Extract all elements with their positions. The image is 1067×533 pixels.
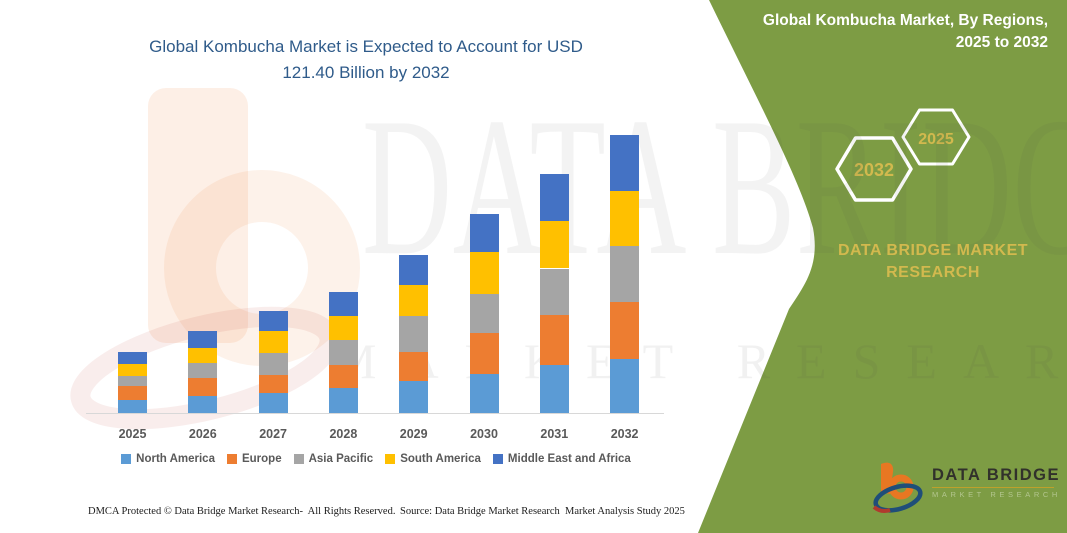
bar-2025-middle-east-and-africa xyxy=(118,352,147,364)
bar-2031-europe xyxy=(539,315,569,365)
bar-2027-asia-pacific xyxy=(258,353,288,375)
legend-swatch-icon xyxy=(226,454,237,464)
panel-brand-line1: DATA BRIDGE MARKET xyxy=(837,242,1029,259)
panel-brand-line2: RESEARCH xyxy=(886,264,980,281)
panel-heading-line1: Global Kombucha Market, By Regions, xyxy=(762,12,1048,29)
bar-2030-middle-east-and-africa xyxy=(469,214,499,252)
x-axis-label-2025: 2025 xyxy=(118,427,147,441)
bar-2026-asia-pacific xyxy=(188,362,218,378)
legend-swatch-icon xyxy=(293,454,304,464)
bar-2028-asia-pacific xyxy=(328,339,358,365)
bar-2025-north-america xyxy=(118,399,147,413)
panel-heading-line2: 2025 to 2032 xyxy=(955,34,1048,51)
logo-subtitle-text: MARKET RESEARCH xyxy=(932,490,1061,499)
x-axis-label-2031: 2031 xyxy=(540,427,569,441)
bar-2031-middle-east-and-africa xyxy=(539,174,569,222)
dmca-footer-text: DMCA Protected © Data Bridge Market Rese… xyxy=(88,506,396,517)
bar-2029-europe xyxy=(399,351,429,381)
bar-2028-south-america xyxy=(328,316,358,340)
chart-title-line1: Global Kombucha Market is Expected to Ac… xyxy=(149,37,583,56)
legend-swatch-icon xyxy=(385,454,396,464)
bar-2029-north-america xyxy=(399,380,429,413)
source-footer-text: Source: Data Bridge Market Research Mark… xyxy=(400,506,685,517)
bar-2029-asia-pacific xyxy=(399,316,429,352)
bar-2030-asia-pacific xyxy=(469,293,499,333)
bar-2030-north-america xyxy=(469,373,499,413)
x-axis-line xyxy=(86,413,664,414)
bar-2027-south-america xyxy=(258,331,288,353)
bar-2026-middle-east-and-africa xyxy=(188,331,218,349)
bar-2032-north-america xyxy=(610,358,640,413)
legend-item-middle-east-and-africa: Middle East and Africa xyxy=(492,453,631,465)
legend-label: South America xyxy=(400,453,481,465)
legend-item-south-america: South America xyxy=(385,453,481,465)
x-axis-label-2027: 2027 xyxy=(259,427,287,441)
legend-swatch-icon xyxy=(492,454,503,464)
x-axis-label-2032: 2032 xyxy=(610,427,639,441)
bar-2027-middle-east-and-africa xyxy=(258,311,288,332)
legend-item-asia-pacific: Asia Pacific xyxy=(293,453,374,465)
bar-2032-south-america xyxy=(610,191,640,247)
bar-2025-europe xyxy=(118,386,147,400)
green-panel-shape xyxy=(698,0,1067,533)
hexagon-year-2025: 2025 xyxy=(918,131,954,148)
hexagon-outline-2032-icon xyxy=(835,136,913,202)
logo-name-text: DATA BRIDGE xyxy=(932,466,1061,484)
logo-underline xyxy=(932,487,1054,488)
x-axis-label-2026: 2026 xyxy=(188,427,217,441)
bar-2026-europe xyxy=(188,377,218,397)
panel-heading: Global Kombucha Market, By Regions, 2025… xyxy=(718,10,1048,54)
bar-2030-south-america xyxy=(469,252,499,294)
x-axis-label-2029: 2029 xyxy=(399,427,428,441)
bar-2031-asia-pacific xyxy=(539,268,569,316)
bar-2031-south-america xyxy=(539,221,569,269)
legend-item-europe: Europe xyxy=(226,453,282,465)
bar-2028-north-america xyxy=(328,388,358,413)
bar-2025-asia-pacific xyxy=(118,376,147,387)
chart-title-line2: 121.40 Billion by 2032 xyxy=(282,63,450,82)
bar-2028-europe xyxy=(328,364,358,389)
bar-2032-asia-pacific xyxy=(610,246,640,302)
data-bridge-logo: DATA BRIDGE MARKET RESEARCH xyxy=(872,458,1064,520)
hexagon-outline-2025-icon xyxy=(901,108,971,166)
bar-2027-europe xyxy=(258,374,288,394)
bar-2025-south-america xyxy=(118,363,147,377)
chart-title: Global Kombucha Market is Expected to Ac… xyxy=(88,34,644,86)
bar-2027-north-america xyxy=(258,393,288,413)
legend-label: Middle East and Africa xyxy=(507,453,631,465)
bar-2030-europe xyxy=(469,332,499,374)
legend-swatch-icon xyxy=(121,454,132,464)
bar-2032-europe xyxy=(610,301,640,359)
bar-2026-south-america xyxy=(188,348,218,363)
legend-label: North America xyxy=(136,453,215,465)
bar-2029-south-america xyxy=(399,284,429,317)
panel-brand-text: DATA BRIDGE MARKET RESEARCH xyxy=(828,240,1038,284)
bar-2029-middle-east-and-africa xyxy=(399,254,429,285)
legend-label: Asia Pacific xyxy=(308,453,374,465)
legend-label: Europe xyxy=(241,453,282,465)
bar-2028-middle-east-and-africa xyxy=(328,292,358,317)
bar-2031-north-america xyxy=(539,364,569,413)
hexagon-year-2032: 2032 xyxy=(854,160,894,180)
chart-legend: North America Europe Asia Pacific South Ame… xyxy=(78,453,674,465)
legend-item-north-america: North America xyxy=(121,453,215,465)
x-axis-label-2028: 2028 xyxy=(329,427,358,441)
bar-2026-north-america xyxy=(188,396,218,413)
data-bridge-b-logo-icon xyxy=(872,462,923,513)
x-axis-label-2030: 2030 xyxy=(470,427,498,441)
bar-2032-middle-east-and-africa xyxy=(610,135,640,192)
